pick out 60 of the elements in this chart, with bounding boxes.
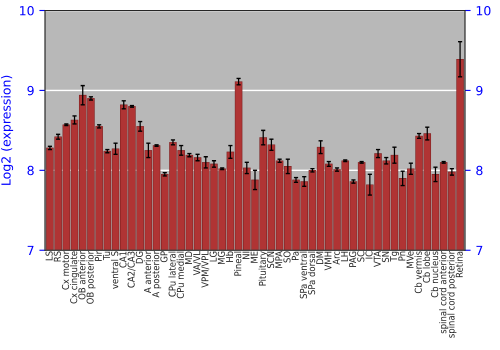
y-tick-label: 7	[28, 246, 34, 255]
x-tick-label: NI	[242, 252, 250, 259]
x-tick-label: SO	[283, 251, 291, 262]
y2-tick-label: 9	[476, 86, 482, 96]
x-tick-label: SC	[357, 251, 364, 262]
x-tick-label: Tg	[390, 252, 400, 262]
x-tick-label: MPA	[275, 251, 282, 268]
x-tick-label: CA1	[119, 252, 126, 268]
x-tick-label: LS	[46, 251, 53, 260]
x-tick-label: Hb	[226, 251, 234, 262]
x-tick-label: Pituitary	[258, 251, 268, 286]
x-tick-label: MG	[218, 252, 225, 264]
x-tick-label: MVe	[406, 251, 414, 268]
x-tick-label: A posterior	[152, 250, 162, 298]
x-tick-label: Pa	[292, 252, 299, 260]
x-tick-label: Cb nucleus	[430, 251, 438, 298]
x-tick-label: PAG	[349, 252, 356, 267]
x-tick-label: OB anterior	[78, 250, 86, 300]
x-tick-label: OB posterior	[86, 250, 96, 304]
x-tick-label: Cb vermis	[414, 251, 422, 294]
y2-tick-label: 8	[476, 166, 483, 176]
x-tick-label: LG	[210, 252, 217, 262]
x-tick-label: spinal cord anterior	[439, 250, 448, 334]
x-tick-label: SN	[382, 252, 389, 262]
y-tick-label: 9	[27, 86, 34, 96]
x-tick-label: spinal cord posterior	[447, 250, 456, 338]
x-tick-label: MD	[185, 251, 192, 264]
y-tick-label: 10	[20, 6, 34, 16]
x-tick-label: LH	[340, 252, 348, 262]
y2-tick-label: 7	[476, 246, 482, 255]
x-tick-label: A anterior	[144, 250, 152, 294]
x-tick-label: VMH	[324, 252, 332, 270]
x-tick-label: Cb lobe	[422, 251, 430, 283]
x-tick-label: VA/VL	[193, 250, 202, 276]
x-tick-label: CA2/CA3	[128, 252, 136, 288]
x-tick-label: VTA	[374, 251, 381, 267]
y-tick-label: 8	[27, 166, 34, 176]
x-tick-label: Tu	[103, 252, 110, 260]
x-tick-label: Retina	[456, 252, 463, 278]
x-tick-label: GP	[160, 251, 168, 262]
x-tick-label: Pn	[398, 252, 406, 260]
x-tick-label: IC	[365, 251, 373, 259]
x-tick-label: RS	[54, 251, 61, 262]
x-tick-label: ventral S	[110, 251, 118, 289]
x-tick-label: CPu medial	[176, 252, 184, 298]
x-tick-label: DG	[136, 252, 143, 264]
x-tick-label: Cx cingulate	[70, 251, 80, 304]
x-tick-label: ME	[250, 251, 258, 263]
y2-tick-label: 10	[476, 6, 490, 16]
x-tick-label: DM	[316, 252, 324, 264]
x-tick-label: SPa dorsal	[308, 252, 316, 294]
x-tick-label: SPa ventral	[300, 252, 307, 298]
x-tick-label: Pir	[94, 250, 102, 261]
x-tick-label: CPu lateral	[168, 252, 176, 297]
y-axis-title: Log2 (expression)	[1, 76, 14, 185]
x-tick-label: Arc	[332, 251, 340, 265]
x-tick-label: SCN	[267, 252, 274, 268]
x-tick-label: VPM/VPL	[202, 250, 210, 288]
x-tick-label: Cx motor	[62, 250, 70, 290]
x-tick-label: Pineal	[234, 252, 242, 276]
